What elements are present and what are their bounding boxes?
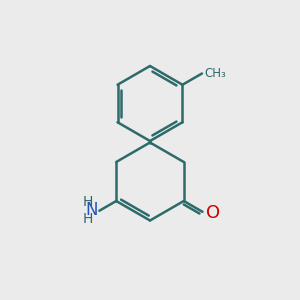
Text: N: N — [85, 201, 98, 219]
Text: H: H — [83, 212, 93, 226]
Text: O: O — [206, 204, 220, 222]
Text: CH₃: CH₃ — [204, 67, 226, 80]
Text: H: H — [83, 195, 93, 209]
